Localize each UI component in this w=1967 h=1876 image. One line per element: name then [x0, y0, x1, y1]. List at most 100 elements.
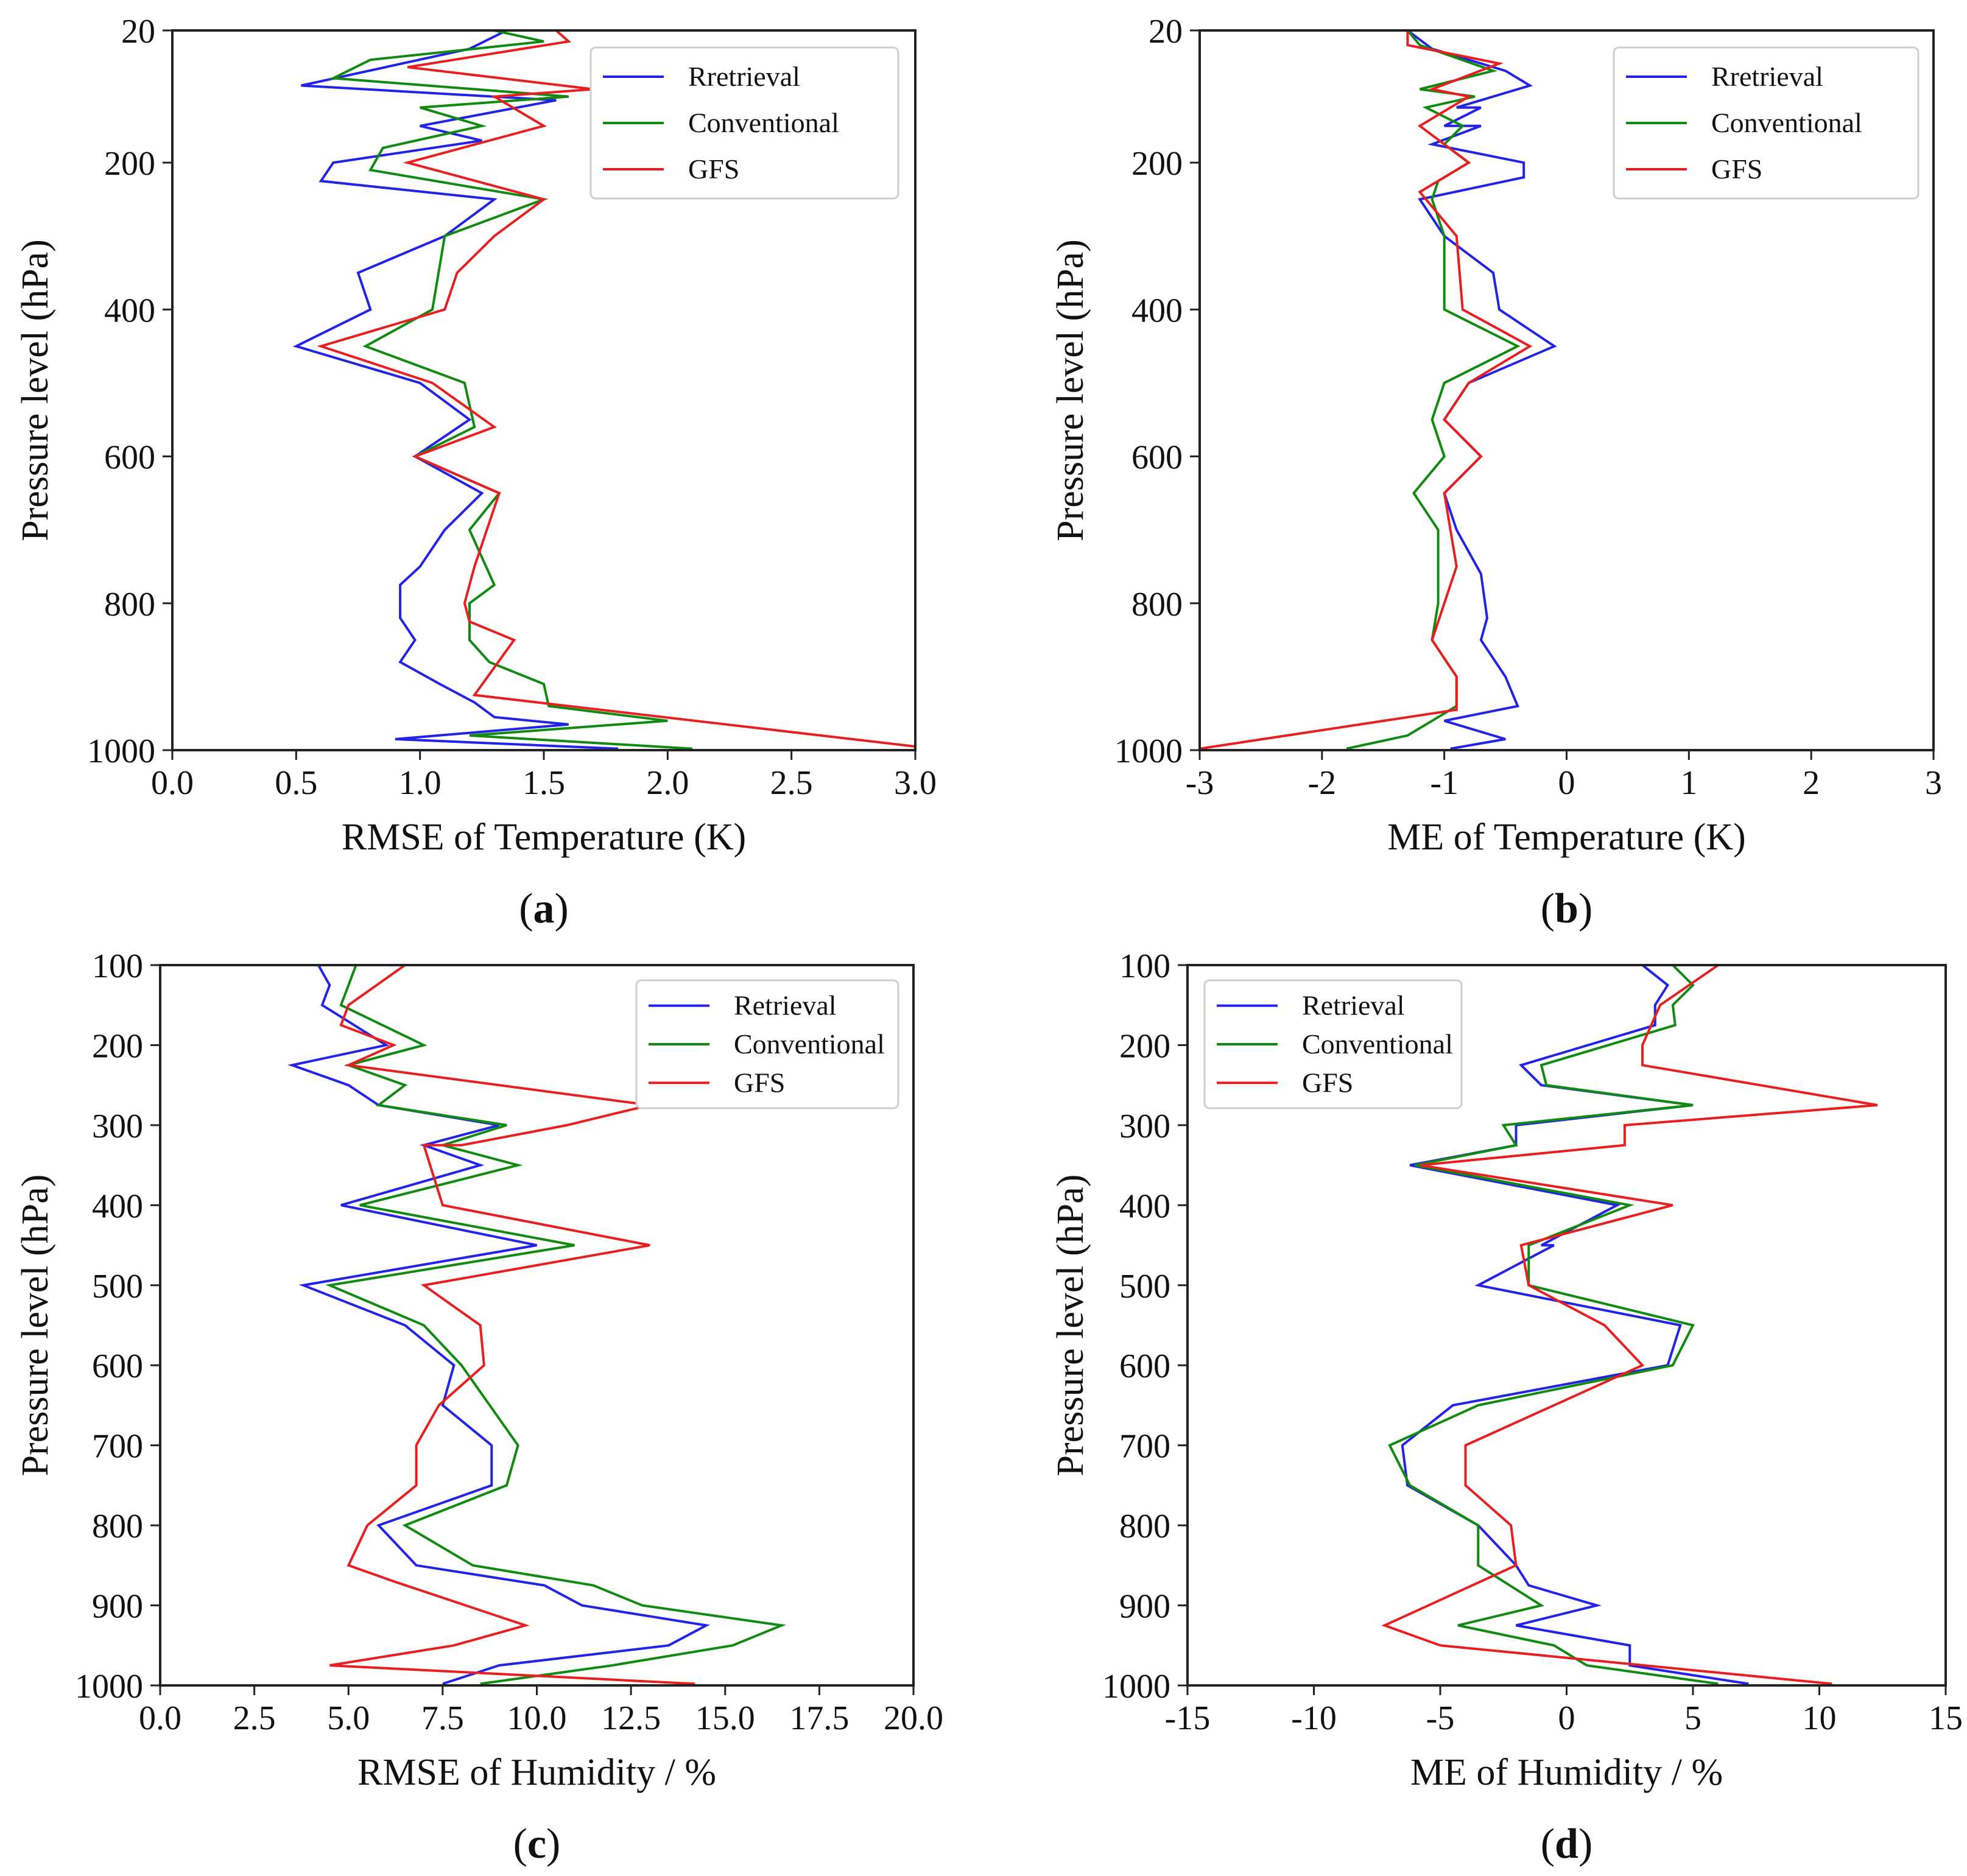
x-tick-label: -1 [1430, 764, 1459, 802]
panel-caption: (c) [513, 1821, 561, 1867]
legend-label-conventional: Conventional [688, 107, 839, 138]
y-axis-title: Pressure level (hPa) [15, 239, 56, 541]
x-tick-label: 3.0 [894, 764, 937, 802]
y-tick-label: 1000 [1102, 1668, 1170, 1706]
y-tick-label: 400 [92, 1187, 143, 1225]
y-tick-label: 300 [1119, 1108, 1170, 1145]
y-axis-title: Pressure level (hPa) [1050, 1175, 1091, 1477]
series-line-gfs [317, 30, 915, 748]
legend-label-conventional: Conventional [734, 1028, 885, 1059]
x-tick-label: -10 [1291, 1699, 1337, 1737]
x-tick-label: 15 [1929, 1699, 1963, 1737]
x-tick-label: -3 [1186, 764, 1214, 802]
x-axis-title: ME of Temperature (K) [1387, 817, 1745, 858]
legend-label-retrieval: Retrieval [1302, 990, 1405, 1021]
series-line-gfs [329, 965, 695, 1685]
y-tick-label: 1000 [75, 1668, 143, 1706]
y-tick-label: 400 [1119, 1187, 1170, 1225]
x-tick-label: 2 [1803, 764, 1820, 802]
x-tick-label: 7.5 [421, 1699, 464, 1737]
series-line-retrieval [287, 965, 710, 1685]
legend-label-rretrieval: Rretrieval [1711, 61, 1823, 92]
x-tick-label: 17.5 [789, 1699, 849, 1737]
x-tick-label: 1.5 [523, 764, 565, 802]
x-tick-label: 2.0 [646, 764, 689, 802]
legend-label-gfs: GFS [1711, 153, 1762, 184]
y-tick-label: 400 [104, 292, 155, 329]
y-tick-label: 100 [1119, 947, 1170, 985]
legend: Rretrieval Conventional GFS [589, 46, 899, 200]
x-tick-label: -5 [1426, 1699, 1455, 1737]
y-tick-label: 1000 [87, 732, 155, 770]
x-tick-label: 2.5 [770, 764, 813, 802]
y-tick-label: 800 [104, 586, 155, 624]
panel-caption: (b) [1541, 885, 1593, 932]
x-tick-label: 15.0 [695, 1699, 755, 1737]
series-line-gfs [1200, 30, 1533, 750]
series-line-rretrieval [292, 30, 619, 750]
y-tick-label: 500 [1119, 1268, 1170, 1305]
chart-panel-b: -3 -2 -1 0 1 2 3 20 200 400 600 800 1000 ME of Temper… [1050, 13, 1942, 932]
y-tick-label: 600 [104, 439, 155, 477]
legend-label-retrieval: Retrieval [734, 990, 837, 1021]
plot-area [1200, 30, 1557, 750]
legend-label-conventional: Conventional [1302, 1028, 1453, 1059]
y-tick-label: 600 [1131, 439, 1183, 477]
legend-label-gfs: GFS [734, 1067, 785, 1098]
x-tick-label: 0 [1558, 1699, 1575, 1737]
y-tick-label: 20 [1149, 13, 1183, 51]
x-tick-label: 12.5 [601, 1699, 661, 1737]
y-tick-label: 500 [92, 1268, 143, 1305]
y-axis-title: Pressure level (hPa) [15, 1175, 56, 1477]
x-tick-label: 20.0 [884, 1699, 943, 1737]
x-axis-title: ME of Humidity / % [1410, 1752, 1723, 1793]
x-tick-label: 0 [1558, 764, 1575, 802]
legend-label-conventional: Conventional [1711, 107, 1862, 138]
series-line-conventional [328, 30, 693, 750]
x-axis-title: RMSE of Humidity / % [357, 1752, 716, 1793]
x-tick-label: 0.0 [139, 1699, 181, 1737]
legend: Retrieval Conventional GFS [635, 979, 899, 1109]
y-tick-label: 200 [92, 1027, 143, 1065]
plot-area [1381, 965, 1878, 1685]
legend-label-gfs: GFS [1302, 1067, 1353, 1098]
x-tick-label: -15 [1165, 1699, 1211, 1737]
y-tick-label: 900 [1119, 1588, 1170, 1626]
legend: Rretrieval Conventional GFS [1613, 46, 1919, 200]
y-tick-label: 600 [92, 1347, 143, 1385]
y-tick-label: 200 [1119, 1027, 1170, 1065]
chart-panel-d: -15 -10 -5 0 5 10 15 100 200 300 400 500 600 700 800 90… [1050, 947, 1963, 1867]
y-tick-label: 1000 [1114, 732, 1183, 770]
x-tick-label: 0.0 [151, 764, 194, 802]
legend-label-gfs: GFS [688, 153, 739, 184]
series-line-gfs [1381, 965, 1878, 1685]
legend-frame [1613, 46, 1919, 200]
x-tick-label: 5 [1684, 1699, 1701, 1737]
legend-frame [1203, 979, 1463, 1109]
chart-panel-c: 0.0 2.5 5.0 7.5 10.0 12.5 15.0 17.5 20.0 100 200 30… [15, 947, 943, 1867]
y-tick-label: 200 [1131, 145, 1183, 183]
x-tick-label: 3 [1925, 764, 1942, 802]
x-tick-label: 10 [1803, 1699, 1837, 1737]
y-tick-label: 600 [1119, 1347, 1170, 1385]
y-tick-label: 800 [1131, 586, 1183, 624]
y-tick-label: 200 [104, 145, 155, 183]
x-axis-title: RMSE of Temperature (K) [342, 817, 746, 858]
plot-area [292, 30, 915, 750]
panel-caption: (a) [519, 885, 569, 932]
y-axis-title: Pressure level (hPa) [1050, 239, 1091, 541]
panel-caption: (d) [1541, 1821, 1593, 1867]
y-tick-label: 800 [92, 1508, 143, 1545]
x-tick-label: 1.0 [399, 764, 442, 802]
x-tick-label: 10.0 [507, 1699, 567, 1737]
y-tick-label: 400 [1131, 292, 1183, 329]
x-tick-label: -2 [1308, 764, 1337, 802]
legend-frame [589, 46, 899, 200]
legend-frame [635, 979, 899, 1109]
series-line-retrieval [1401, 965, 1749, 1685]
y-tick-label: 800 [1119, 1508, 1170, 1545]
x-tick-label: 5.0 [327, 1699, 370, 1737]
y-tick-label: 100 [92, 947, 143, 985]
plot-area [287, 965, 787, 1685]
